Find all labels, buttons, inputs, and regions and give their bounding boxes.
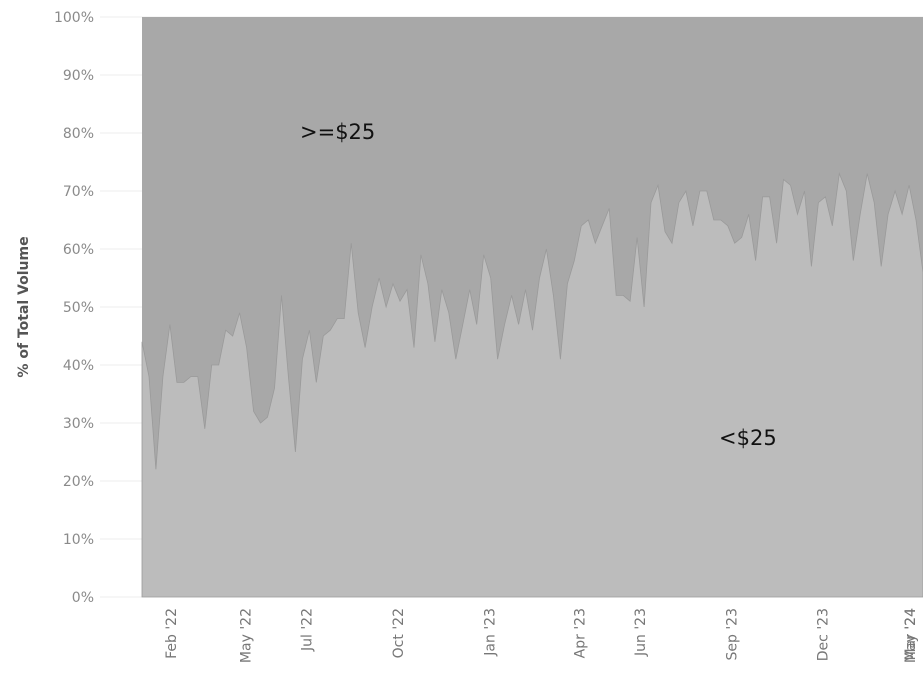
x-tick-label: Jun '23 (633, 608, 649, 657)
y-tick-label: 0% (72, 590, 94, 606)
x-tick-label: Oct '22 (391, 608, 407, 658)
x-tick-label: Feb '22 (164, 608, 180, 659)
x-tick-label: Apr '23 (572, 608, 588, 658)
y-tick-label: 20% (63, 474, 94, 490)
x-axis-ticks: Feb '22 May '22 Jul '22 Oct '22 Jan '23 Apr '… (164, 608, 919, 663)
x-tick-label: Dec '23 (815, 608, 831, 661)
y-tick-label: 100% (54, 10, 94, 26)
x-tick-label: Jul '22 (299, 608, 315, 652)
y-tick-label: 40% (63, 358, 94, 374)
series-label-ge-25: >=$25 (300, 120, 375, 144)
y-tick-label: 60% (63, 242, 94, 258)
y-axis-label: % of Total Volume (16, 236, 32, 377)
x-tick-label: Mar '24 (903, 608, 919, 661)
x-tick-label: May '22 (239, 608, 255, 663)
y-tick-label: 10% (63, 532, 94, 548)
y-tick-label: 30% (63, 416, 94, 432)
x-tick-label: May '24 (903, 608, 919, 663)
x-tick-label: Jan '23 (483, 608, 499, 657)
y-tick-label: 70% (63, 184, 94, 200)
x-tick-label: Sep '23 (725, 608, 741, 661)
y-axis-ticks: 0% 10% 20% 30% 40% 50% 60% 70% 80% 90% 100% (54, 10, 94, 606)
y-tick-label: 80% (63, 126, 94, 142)
y-tick-label: 90% (63, 68, 94, 84)
series-label-lt-25: <$25 (719, 426, 777, 450)
area-lt-25 (141, 172, 923, 598)
y-tick-label: 50% (63, 300, 94, 316)
